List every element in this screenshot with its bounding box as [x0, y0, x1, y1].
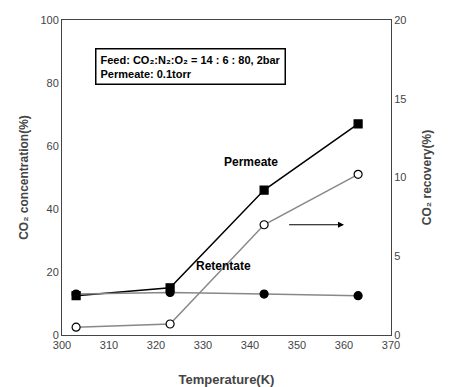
svg-text:10: 10	[394, 171, 406, 183]
svg-text:Permeate: Permeate	[224, 155, 278, 169]
svg-text:340: 340	[241, 339, 259, 351]
svg-text:40: 40	[47, 203, 59, 215]
svg-text:20: 20	[47, 266, 59, 278]
svg-text:320: 320	[147, 339, 165, 351]
svg-text:310: 310	[100, 339, 118, 351]
svg-text:Retentate: Retentate	[196, 259, 251, 273]
svg-text:100: 100	[40, 14, 58, 26]
svg-text:0: 0	[53, 329, 59, 341]
svg-text:60: 60	[47, 140, 59, 152]
svg-text:0: 0	[394, 329, 400, 341]
svg-text:5: 5	[394, 250, 400, 262]
svg-text:360: 360	[335, 339, 353, 351]
svg-text:CO₂ concentration(%): CO₂ concentration(%)	[17, 115, 31, 240]
svg-text:300: 300	[53, 339, 71, 351]
svg-text:Feed: CO₂:N₂:O₂ = 14 : 6 : 80,: Feed: CO₂:N₂:O₂ = 14 : 6 : 80, 2barPerme…	[101, 54, 281, 80]
svg-text:15: 15	[394, 93, 406, 105]
svg-text:Temperature(K): Temperature(K)	[179, 372, 275, 387]
svg-text:330: 330	[194, 339, 212, 351]
svg-text:CO₂ recovery(%): CO₂ recovery(%)	[420, 130, 434, 225]
svg-text:370: 370	[382, 339, 400, 351]
svg-text:350: 350	[288, 339, 306, 351]
svg-text:80: 80	[47, 77, 59, 89]
svg-text:20: 20	[394, 14, 406, 26]
